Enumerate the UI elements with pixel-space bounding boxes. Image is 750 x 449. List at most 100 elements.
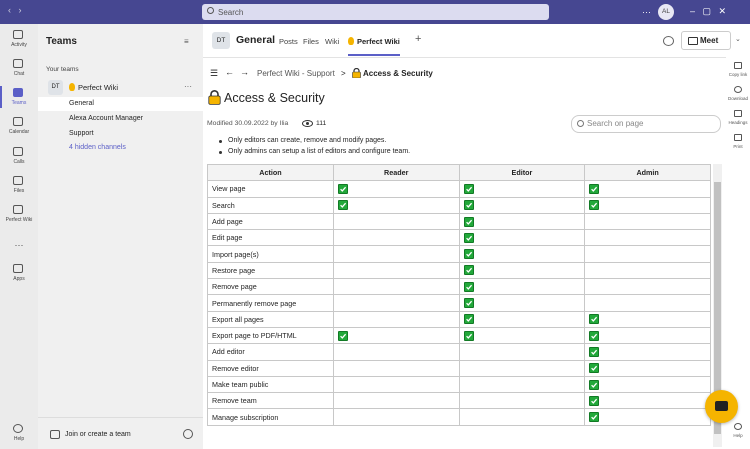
right-label[interactable]: Copy link	[728, 72, 748, 77]
right-icon[interactable]	[734, 86, 742, 93]
check-mark	[463, 216, 474, 227]
tab[interactable]: Files	[303, 37, 319, 46]
check-mark	[463, 281, 474, 292]
scrollbar-thumb[interactable]	[714, 182, 721, 434]
action-cell: Remove editor	[207, 359, 334, 377]
breadcrumb-parent[interactable]: Perfect Wiki - Support	[257, 69, 335, 78]
panel-title: Teams	[46, 36, 77, 47]
header-cell: Editor	[458, 163, 586, 182]
tab[interactable]: Perfect Wiki	[357, 37, 400, 46]
permission-cell	[332, 359, 460, 377]
rail-label[interactable]: Activity	[11, 42, 27, 48]
permission-cell	[458, 245, 586, 263]
permission-cell	[458, 261, 586, 280]
permission-cell	[332, 343, 460, 361]
add-tab[interactable]: +	[415, 33, 422, 45]
table-row: Make team public	[207, 375, 711, 394]
search-box[interactable]: Search	[202, 4, 549, 20]
join-team[interactable]: Join or create a team	[65, 431, 131, 438]
permission-cell	[458, 326, 586, 345]
rail-label[interactable]: Apps	[13, 276, 25, 282]
permission-cell	[584, 359, 711, 377]
table-row: Remove team	[207, 392, 711, 410]
rail-icon	[13, 88, 23, 97]
check-mark	[463, 232, 474, 243]
channel[interactable]: Support	[69, 130, 94, 137]
filter-icon[interactable]: ≡	[184, 37, 189, 46]
permission-cell	[584, 229, 711, 247]
more[interactable]: ···	[642, 7, 651, 17]
permission-cell	[584, 375, 711, 394]
check-mark	[463, 249, 474, 260]
page-search[interactable]: Search on page	[571, 115, 721, 133]
check-mark	[463, 330, 474, 341]
rail-icon	[13, 117, 23, 126]
back[interactable]: ←	[225, 67, 234, 77]
action-cell: Manage subscription	[207, 408, 334, 426]
chat-icon[interactable]	[663, 36, 674, 46]
rail-label[interactable]: Help	[13, 436, 25, 442]
tab[interactable]: Posts	[279, 37, 298, 46]
tab[interactable]: Wiki	[325, 37, 340, 46]
meet-dropdown[interactable]: ⌄	[735, 36, 741, 43]
permission-cell	[458, 375, 586, 394]
toc-toggle[interactable]: ☰	[210, 68, 219, 78]
rail-label[interactable]: Chat	[13, 71, 25, 77]
channel[interactable]: General	[69, 100, 94, 107]
check-mark	[463, 200, 474, 211]
permission-cell	[584, 310, 711, 328]
permission-cell	[332, 229, 460, 247]
section-label: Your teams	[46, 66, 79, 73]
right-label[interactable]: Headings	[728, 120, 748, 125]
permission-cell	[458, 212, 586, 231]
right-label[interactable]: Print	[733, 144, 743, 149]
permission-cell	[584, 343, 711, 361]
permission-cell	[584, 212, 711, 231]
meet-button[interactable]: Meet	[681, 31, 731, 50]
bullet-dot	[219, 151, 222, 154]
check-mark	[589, 183, 600, 194]
rail-label[interactable]: Calendar	[8, 129, 30, 135]
right-label[interactable]: Help	[733, 433, 743, 438]
rail-label[interactable]: Teams	[11, 100, 27, 106]
team-name[interactable]: Perfect Wiki	[78, 83, 119, 92]
check-mark	[337, 330, 348, 341]
rail-more[interactable]: ···	[14, 240, 24, 250]
right-icon[interactable]	[734, 62, 742, 69]
hidden-channels[interactable]: 4 hidden channels	[69, 144, 126, 151]
right-icon[interactable]	[734, 134, 742, 141]
permission-cell	[584, 294, 711, 312]
table-row: Permanently remove page	[207, 294, 711, 312]
permission-cell	[332, 261, 460, 280]
rail-label[interactable]: Calls	[13, 159, 25, 165]
table-row: View page	[207, 180, 711, 198]
chat-bubble[interactable]	[705, 390, 738, 423]
settings-icon[interactable]	[183, 429, 193, 439]
nav-arrows[interactable]: ‹ ›	[8, 5, 22, 15]
right-icon[interactable]	[734, 423, 742, 430]
rail-label[interactable]: Files	[13, 188, 25, 194]
lock-icon	[208, 90, 221, 105]
teams-panel: Teams ≡ Your teams DT Perfect Wiki ··· G…	[38, 24, 204, 449]
channel-name: General	[236, 34, 276, 46]
forward[interactable]: →	[240, 67, 249, 77]
check-mark	[337, 200, 348, 211]
right-icon[interactable]	[734, 110, 742, 117]
team-badge: DT	[48, 80, 63, 95]
bullet-dot	[219, 140, 222, 143]
rail-icon	[13, 264, 23, 273]
right-label[interactable]: Download	[727, 96, 748, 101]
permission-cell	[458, 408, 586, 426]
window-controls[interactable]: – ▢ ✕	[690, 6, 727, 16]
permission-cell	[332, 180, 460, 198]
rail-label[interactable]: Perfect Wiki	[5, 217, 33, 223]
channel[interactable]: Alexa Account Manager	[69, 115, 143, 122]
table-row: Manage subscription	[207, 408, 711, 426]
avatar[interactable]: AL	[658, 4, 674, 20]
check-mark	[589, 330, 600, 341]
search-placeholder: Search	[218, 8, 244, 17]
table-row: Edit page	[207, 229, 711, 247]
permission-cell	[458, 392, 586, 410]
permission-cell	[458, 229, 586, 247]
team-more[interactable]: ···	[184, 82, 192, 91]
